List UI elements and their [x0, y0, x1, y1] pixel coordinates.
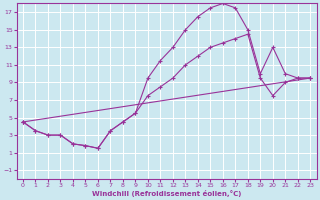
- X-axis label: Windchill (Refroidissement éolien,°C): Windchill (Refroidissement éolien,°C): [92, 190, 241, 197]
